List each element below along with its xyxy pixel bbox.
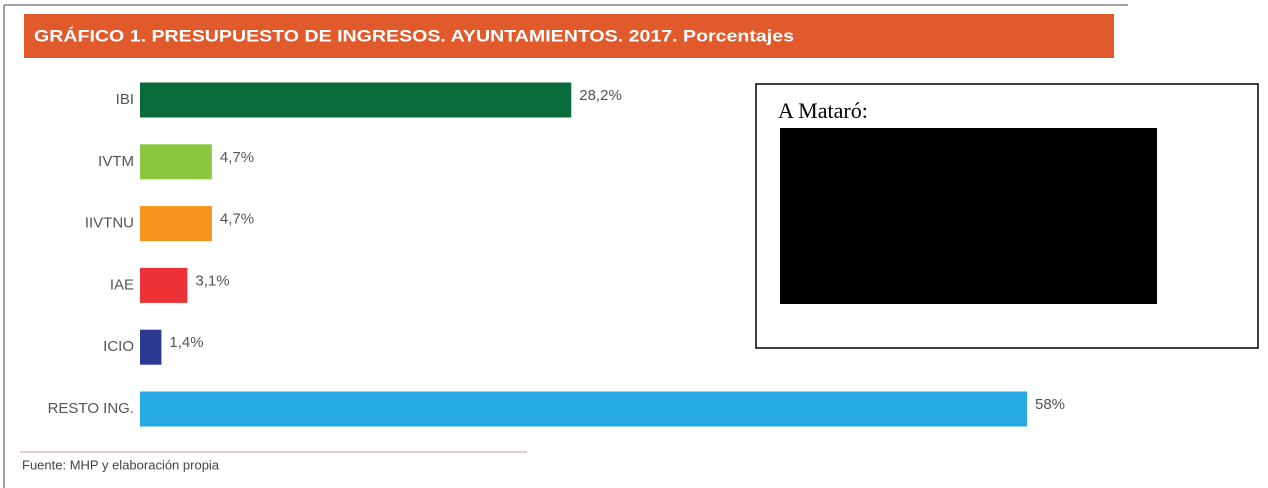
- bar: [140, 391, 1027, 427]
- bar: [140, 144, 212, 180]
- chart-title: GRÁFICO 1. PRESUPUESTO DE INGRESOS. AYUN…: [34, 26, 794, 45]
- value-label: 28,2%: [579, 87, 622, 104]
- bar: [140, 206, 212, 242]
- source: Fuente: MHP y elaboración propia: [22, 457, 220, 472]
- value-label: 58%: [1035, 396, 1065, 413]
- category-label: RESTO ING.: [48, 400, 134, 417]
- bar: [140, 82, 572, 118]
- bar: [140, 267, 188, 303]
- value-label: 4,7%: [220, 211, 254, 228]
- category-label: IVTM: [98, 153, 134, 170]
- category-label: ICIO: [103, 338, 134, 355]
- bar: [140, 329, 162, 365]
- title-bar: [24, 14, 1114, 58]
- value-label: 1,4%: [169, 334, 203, 351]
- category-label: IBI: [116, 91, 134, 108]
- overlay-label: A Mataró:: [778, 98, 868, 123]
- category-label: IAE: [110, 276, 134, 293]
- value-label: 3,1%: [195, 272, 229, 289]
- value-label: 4,7%: [220, 149, 254, 166]
- category-label: IIVTNU: [85, 215, 134, 232]
- redaction: [780, 128, 1157, 304]
